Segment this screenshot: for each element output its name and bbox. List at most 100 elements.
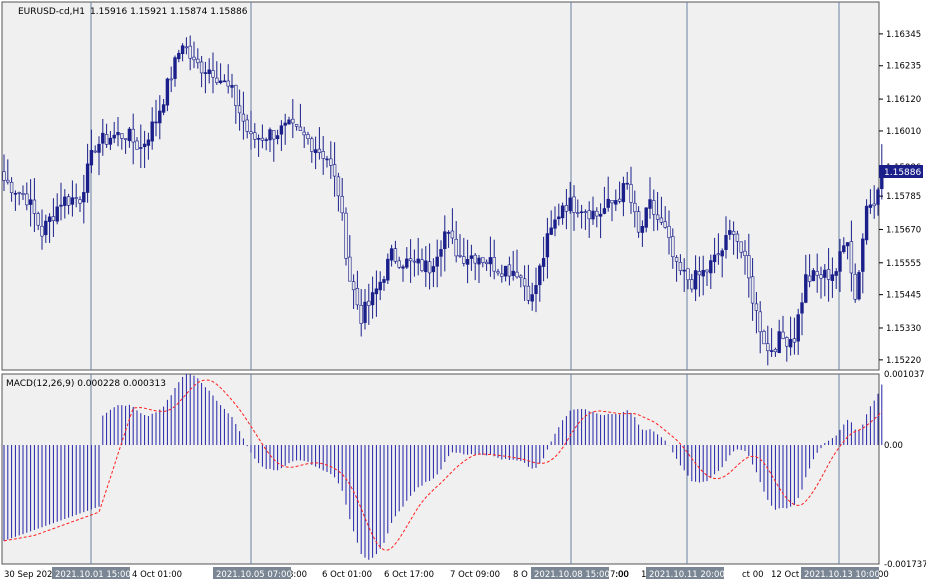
- candle: [355, 270, 360, 310]
- candle: [272, 130, 276, 162]
- candle: [465, 239, 470, 284]
- candle: [154, 99, 158, 137]
- candle: [861, 233, 865, 294]
- time-marker: 2021.10.13 10:00: [801, 567, 880, 580]
- macd-signal-line: [3, 379, 883, 551]
- candle: [85, 143, 90, 203]
- candle: [123, 138, 128, 154]
- svg-text:2021.10.05 07:00: 2021.10.05 07:00: [216, 570, 292, 580]
- candle: [712, 237, 717, 274]
- candle: [530, 282, 534, 311]
- candle: [811, 268, 816, 282]
- candle: [241, 91, 246, 140]
- candle: [545, 217, 550, 279]
- price-tick-label: 1.15555: [886, 259, 921, 269]
- time-axis-label: 7 Oct 09:00: [450, 570, 500, 580]
- candle: [762, 329, 766, 345]
- price-panel: [1, 1, 880, 371]
- price-tick-label: 1.16010: [886, 127, 921, 137]
- candle: [458, 234, 462, 258]
- candle: [199, 56, 204, 88]
- candle: [682, 258, 686, 293]
- time-axis-label: 12 Oct: [771, 570, 800, 580]
- candle: [332, 142, 337, 197]
- candle: [709, 254, 713, 289]
- time-axis-label: 6 Oct 01:00: [322, 570, 372, 580]
- candle: [401, 264, 405, 282]
- candle: [750, 258, 755, 321]
- candle: [188, 35, 192, 71]
- candle: [481, 257, 485, 268]
- time-axis-label: ct 00: [742, 570, 764, 580]
- candle: [872, 185, 876, 219]
- time-marker: 2021.10.05 07:00: [213, 567, 292, 580]
- candle: [116, 116, 120, 147]
- candle: [724, 216, 728, 259]
- candle: [405, 247, 409, 270]
- candle: [484, 259, 489, 271]
- candle: [735, 230, 740, 259]
- candle: [287, 116, 291, 125]
- candle: [842, 237, 846, 254]
- candle: [234, 84, 238, 124]
- candle: [598, 203, 603, 239]
- candle: [629, 166, 633, 214]
- candle: [477, 254, 481, 284]
- candle: [173, 55, 177, 87]
- candle: [89, 129, 94, 174]
- price-tick-label: 1.15785: [886, 192, 921, 202]
- candle: [652, 189, 656, 232]
- candle: [450, 208, 455, 245]
- candle: [583, 209, 588, 230]
- candle: [845, 242, 850, 260]
- time-axis-label: :00: [615, 570, 629, 580]
- candle: [697, 256, 702, 297]
- time-axis-label: 6 Oct 17:00: [384, 570, 434, 580]
- candle: [804, 254, 808, 304]
- candle: [313, 136, 318, 170]
- candle: [834, 268, 838, 289]
- candle: [743, 240, 747, 275]
- candle: [792, 317, 797, 355]
- candle: [705, 269, 709, 287]
- candle: [766, 325, 770, 366]
- candle: [184, 37, 189, 55]
- candle: [674, 255, 679, 282]
- candle: [435, 239, 439, 288]
- candle: [306, 131, 310, 145]
- candle: [777, 319, 781, 354]
- candle: [382, 275, 386, 291]
- candle: [28, 179, 33, 227]
- candle: [488, 236, 493, 277]
- candle: [731, 221, 736, 255]
- macd-tick-label: 0.00: [884, 441, 903, 451]
- candle: [587, 201, 591, 238]
- price-tick-label: 1.15220: [886, 356, 921, 366]
- candle: [180, 43, 185, 62]
- candle: [838, 238, 842, 292]
- candle: [131, 113, 135, 165]
- candle: [310, 136, 314, 163]
- candle: [165, 77, 170, 112]
- candle: [161, 98, 166, 116]
- time-marker: 2021.10.08 15:00: [531, 567, 610, 580]
- candle: [207, 58, 211, 84]
- candle: [807, 254, 812, 288]
- candle: [800, 292, 804, 336]
- candle: [576, 199, 580, 218]
- candle: [302, 126, 306, 148]
- candle: [359, 288, 363, 337]
- candle: [389, 244, 394, 267]
- time-axis-label: 8 O: [513, 570, 528, 580]
- candle: [519, 274, 523, 288]
- candles-group: [2, 35, 884, 366]
- candle: [701, 255, 705, 296]
- candle: [78, 196, 82, 212]
- candle: [74, 183, 78, 208]
- candle: [614, 189, 618, 212]
- candle: [625, 171, 629, 190]
- time-axis-label: 7:00: [610, 570, 629, 580]
- price-tick-label: 1.16345: [886, 30, 921, 40]
- candle: [325, 155, 329, 168]
- candle: [621, 176, 626, 217]
